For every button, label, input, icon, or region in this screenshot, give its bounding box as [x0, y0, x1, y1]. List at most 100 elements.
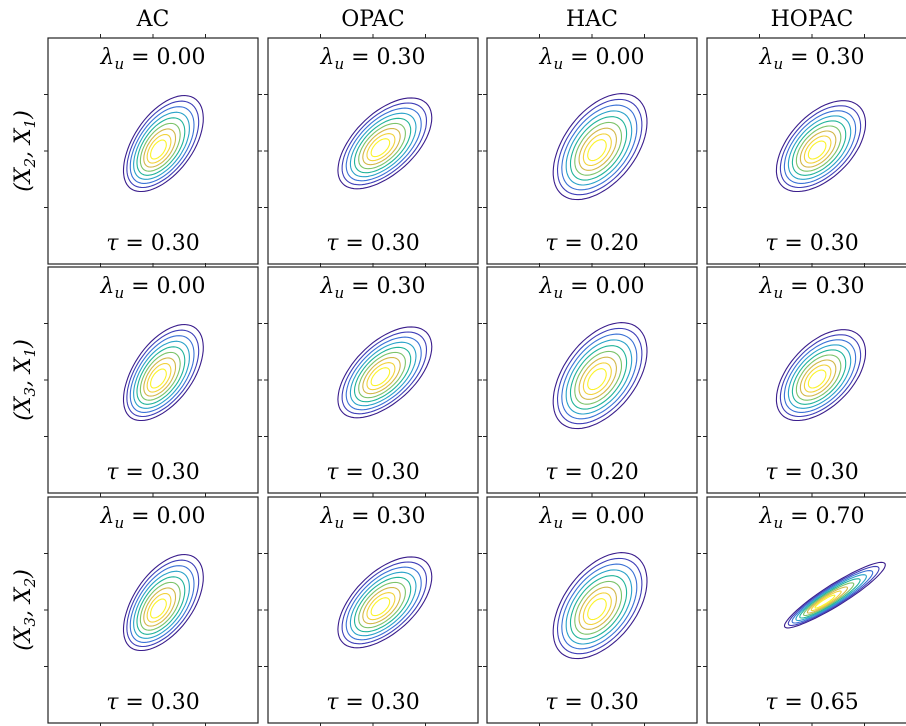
contour-level-2 — [129, 565, 195, 643]
contour-level-5 — [803, 582, 855, 617]
contour-level-0 — [552, 322, 648, 430]
contour-level-7 — [146, 362, 172, 393]
panel-r1-c1: λu = 0.30 τ = 0.30 — [264, 263, 482, 497]
contour-level-2 — [129, 106, 195, 184]
contour-level-0 — [122, 553, 204, 652]
contour-level-0 — [337, 97, 433, 190]
contour-level-0 — [337, 556, 433, 649]
contour-level-7 — [146, 592, 172, 623]
contour-level-0 — [122, 323, 204, 422]
row-label-2: (X3, X2) — [11, 569, 39, 651]
contour-level-4 — [791, 349, 847, 405]
column-title-ac: AC — [136, 7, 170, 32]
contour-level-1 — [556, 98, 643, 196]
contour-level-2 — [561, 104, 638, 191]
contour-level-1 — [126, 559, 200, 648]
contour-level-8 — [150, 139, 167, 160]
panel-r1-c3: λu = 0.30 τ = 0.30 — [703, 263, 906, 497]
contour-level-3 — [565, 569, 633, 645]
contour-level-5 — [574, 350, 623, 405]
contour-level-1 — [556, 327, 643, 425]
contour-level-6 — [578, 127, 617, 171]
contour-level-2 — [561, 563, 638, 650]
contour-level-3 — [133, 111, 190, 180]
contour-level-7 — [803, 364, 832, 393]
panel-frame — [486, 37, 698, 265]
contour-level-3 — [349, 112, 417, 178]
lambda-label: λu = 0.00 — [538, 504, 644, 532]
contour-level-8 — [807, 140, 827, 160]
contour-level-3 — [133, 340, 190, 409]
column-title-opac: OPAC — [341, 7, 405, 32]
contour-level-8 — [370, 138, 391, 158]
lambda-label: λu = 0.00 — [99, 45, 205, 73]
contour-level-8 — [150, 598, 167, 619]
contour-level-8 — [370, 367, 391, 387]
tau-label: τ = 0.30 — [106, 231, 200, 256]
tau-label: τ = 0.20 — [545, 460, 639, 485]
tau-label: τ = 0.30 — [765, 460, 859, 485]
contour-level-7 — [366, 133, 396, 162]
panel-r2-c0: λu = 0.00 τ = 0.30 — [44, 493, 262, 726]
contour-level-2 — [561, 333, 638, 420]
contour-level-8 — [150, 368, 167, 389]
contour-level-2 — [783, 339, 857, 413]
contour-level-1 — [787, 565, 880, 627]
contour-level-4 — [353, 576, 412, 633]
contour-level-1 — [779, 334, 862, 418]
panel-frame — [47, 266, 259, 494]
lambda-label: λu = 0.00 — [538, 274, 644, 302]
panel-r0-c0: λu = 0.00 τ = 0.30 — [44, 34, 262, 268]
column-title-hopac: HOPAC — [771, 7, 854, 32]
contour-level-3 — [349, 341, 417, 407]
contour-level-3 — [133, 570, 190, 639]
panel-frame — [267, 266, 479, 494]
contour-level-2 — [345, 107, 422, 182]
contour-level-8 — [587, 598, 607, 621]
contour-level-5 — [574, 580, 623, 635]
lambda-label: λu = 0.00 — [99, 504, 205, 532]
contour-level-7 — [582, 592, 612, 626]
panel-r2-c2: λu = 0.00 τ = 0.30 — [483, 493, 701, 726]
contour-level-1 — [341, 331, 428, 415]
contour-level-0 — [122, 94, 204, 193]
panel-frame — [706, 266, 906, 494]
column-title-hac: HAC — [566, 7, 618, 32]
lambda-label: λu = 0.00 — [99, 274, 205, 302]
panel-r0-c3: λu = 0.30 τ = 0.30 — [703, 34, 906, 268]
tau-label: τ = 0.30 — [326, 690, 420, 715]
panel-frame — [267, 496, 479, 724]
contour-level-5 — [358, 351, 406, 399]
contour-level-5 — [139, 122, 181, 172]
contour-level-7 — [582, 133, 612, 167]
contour-level-0 — [337, 326, 433, 419]
contour-level-1 — [779, 105, 862, 189]
contour-level-7 — [366, 592, 396, 621]
contour-level-5 — [795, 125, 842, 172]
contour-level-8 — [814, 594, 836, 609]
contour-level-7 — [582, 362, 612, 396]
contour-level-3 — [795, 574, 867, 622]
contour-level-3 — [349, 571, 417, 637]
row-label-0: (X2, X1) — [11, 110, 39, 192]
contour-level-0 — [552, 552, 648, 660]
contour-level-0 — [775, 100, 867, 193]
panel-r0-c2: λu = 0.00 τ = 0.20 — [483, 34, 701, 268]
contour-level-4 — [799, 578, 861, 619]
tau-label: τ = 0.20 — [545, 231, 639, 256]
contour-level-2 — [129, 335, 195, 413]
contour-level-6 — [362, 586, 401, 625]
contour-level-1 — [341, 561, 428, 645]
contour-level-4 — [569, 116, 628, 181]
contour-level-7 — [366, 362, 396, 391]
panel-frame — [267, 37, 479, 265]
contour-level-4 — [353, 346, 412, 403]
contour-level-1 — [126, 329, 200, 418]
contour-level-4 — [569, 575, 628, 640]
panel-frame — [47, 496, 259, 724]
contour-level-4 — [136, 576, 186, 635]
row-label-1: (X3, X1) — [11, 339, 39, 421]
svg-text:(X3, X1): (X3, X1) — [11, 339, 39, 421]
contour-level-3 — [565, 339, 633, 415]
panel-r2-c1: λu = 0.30 τ = 0.30 — [264, 493, 482, 726]
